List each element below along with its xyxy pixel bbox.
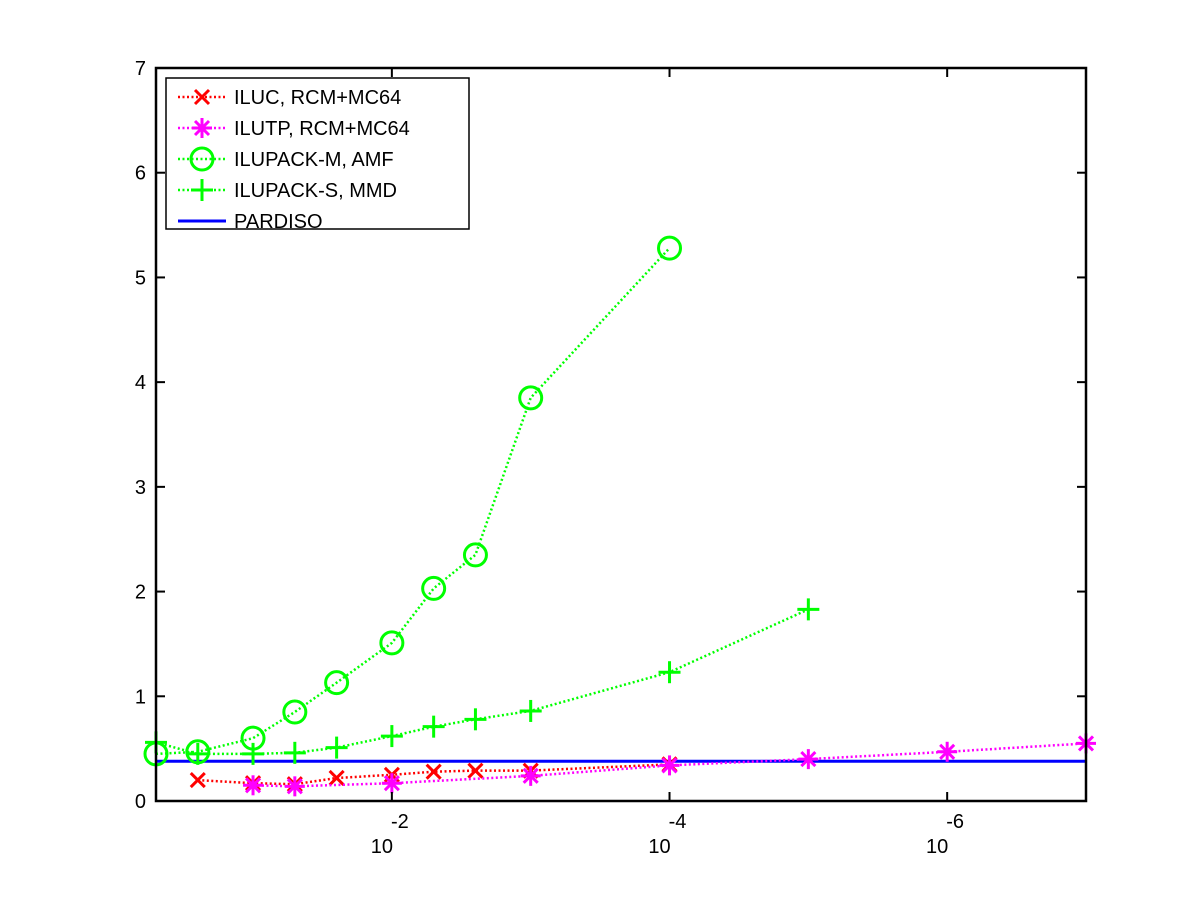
legend-swatch-marker-ring xyxy=(189,146,215,172)
series-4-point-2 xyxy=(186,742,209,765)
series-layer xyxy=(143,235,1096,797)
legend-swatch-marker xyxy=(193,88,211,106)
series-1-point-1-stroke-b xyxy=(189,771,206,789)
series-1-point-7-stroke-b xyxy=(467,762,484,779)
series-3-point-7 xyxy=(421,575,447,601)
series-2-point-6 xyxy=(798,749,819,770)
series-3-point-5-ring xyxy=(324,670,350,696)
series-3-point-2-ring xyxy=(185,739,211,765)
series-4-point-3 xyxy=(242,742,265,765)
series-3-line xyxy=(155,247,671,756)
series-2-point-5 xyxy=(659,755,680,776)
series-3-point-10-ring xyxy=(657,235,683,261)
legend-item-1: ILUC, RCM+MC64 xyxy=(178,87,401,109)
series-1-point-7 xyxy=(467,762,484,779)
series-2-point-1 xyxy=(243,775,264,796)
legend-item-4: ILUPACK-S, MMD xyxy=(178,179,397,202)
series-4-point-11 xyxy=(797,598,820,621)
y-tick-label-4: 4 xyxy=(135,372,146,394)
series-4-point-7 xyxy=(422,715,445,738)
series-2-point-5-stroke-d xyxy=(661,757,678,774)
legend-box xyxy=(165,77,470,230)
legend-swatch-marker xyxy=(189,146,215,172)
legend-item-5: PARDISO xyxy=(178,211,323,233)
x-tick-label-base: 10 xyxy=(648,836,670,858)
series-3-point-2 xyxy=(185,739,211,765)
series-2-point-3-stroke-d xyxy=(383,775,400,792)
y-tick-label-6: 6 xyxy=(135,163,146,185)
series-3-point-6-ring xyxy=(379,630,405,656)
series-4-point-5 xyxy=(325,736,348,759)
series-3-point-8-ring xyxy=(462,542,488,568)
legend-label: PARDISO xyxy=(234,211,323,233)
series-2-point-1-stroke-d xyxy=(244,777,262,794)
series-4-point-8 xyxy=(464,708,487,731)
series-1-point-6-stroke-b xyxy=(425,763,442,780)
x-tick-label-base: 10 xyxy=(371,836,393,858)
series-3-point-9 xyxy=(518,385,544,411)
y-tick-label-2: 2 xyxy=(135,582,146,604)
legend-swatch-marker-stroke-d xyxy=(193,119,211,137)
series-1-point-4-stroke-b xyxy=(328,769,345,787)
legend-label: ILUTP, RCM+MC64 xyxy=(234,118,410,140)
series-3-point-6 xyxy=(379,630,405,656)
series-2-point-2-stroke-d xyxy=(286,778,303,795)
series-1-point-6 xyxy=(425,763,442,780)
x-tick-label-exponent: -6 xyxy=(946,811,964,833)
series-1-point-4 xyxy=(328,769,345,787)
legend-swatch-marker-stroke-b xyxy=(193,88,211,106)
y-tick-label-5: 5 xyxy=(135,267,146,289)
series-4-point-9 xyxy=(519,699,542,722)
series-2-line xyxy=(252,742,1087,788)
series-2-point-7 xyxy=(937,741,958,762)
series-3-point-5 xyxy=(324,670,350,696)
series-2-point-6-stroke-d xyxy=(800,751,817,768)
series-3 xyxy=(143,235,683,767)
legend-label: ILUC, RCM+MC64 xyxy=(234,87,401,109)
x-tick-label-exponent: -2 xyxy=(391,811,409,833)
y-tick-label-1: 1 xyxy=(135,686,146,708)
legend-item-3: ILUPACK-M, AMF xyxy=(178,146,394,172)
series-3-point-9-ring xyxy=(518,385,544,411)
x-tick-label-exponent: -4 xyxy=(669,811,687,833)
series-2-point-3 xyxy=(381,773,402,794)
x-tick-label-1: 10-2 xyxy=(371,811,409,858)
series-2-point-2 xyxy=(284,776,305,797)
series-2-point-4-stroke-d xyxy=(522,767,539,784)
series-2-point-7-stroke-d xyxy=(939,743,956,760)
x-tick-label-3: 10-6 xyxy=(926,811,964,858)
series-3-point-3-ring xyxy=(240,725,266,751)
series-2-point-4 xyxy=(520,765,541,786)
series-3-point-10 xyxy=(657,235,683,261)
axes-frame xyxy=(154,66,1088,803)
series-3-point-4-ring xyxy=(282,699,308,725)
series-3-point-8 xyxy=(462,542,488,568)
y-tick-label-7: 7 xyxy=(135,58,146,80)
x-tick-label-base: 10 xyxy=(926,836,948,858)
series-4-point-6 xyxy=(380,725,403,748)
series-1-point-1 xyxy=(189,771,206,789)
legend-label: ILUPACK-M, AMF xyxy=(234,149,394,171)
series-4-point-4 xyxy=(283,741,306,764)
series-4-point-10 xyxy=(658,661,681,684)
legend-item-2: ILUTP, RCM+MC64 xyxy=(178,118,410,140)
series-2 xyxy=(243,733,1096,797)
series-3-point-3 xyxy=(240,725,266,751)
series-3-point-4 xyxy=(282,699,308,725)
y-tick-label-3: 3 xyxy=(135,477,146,499)
series-3-point-7-ring xyxy=(421,575,447,601)
x-tick-label-2: 10-4 xyxy=(648,811,686,858)
legend-label: ILUPACK-S, MMD xyxy=(234,180,397,202)
legend-swatch-marker xyxy=(192,118,212,138)
legend-swatch-marker xyxy=(191,179,213,201)
y-tick-label-0: 0 xyxy=(135,791,146,813)
legend: ILUC, RCM+MC64 ILUTP, RCM+MC64 ILUPACK-M, … xyxy=(165,77,470,233)
